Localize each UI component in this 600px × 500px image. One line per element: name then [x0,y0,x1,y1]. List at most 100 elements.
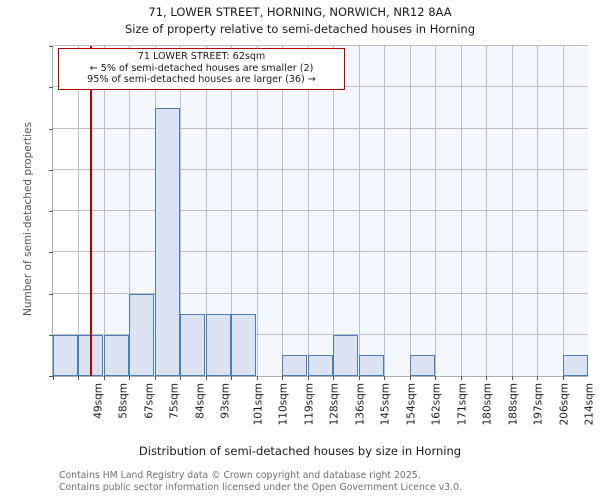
gridline-vertical [333,46,334,376]
histogram-bar [180,314,205,376]
x-axis-tick-mark [206,376,207,380]
histogram-bar [410,355,435,376]
x-axis-tick-label: 110sqm [277,383,290,426]
x-axis-tick-mark [53,376,54,380]
gridline-horizontal [53,251,588,253]
x-axis-tick-label: 119sqm [303,383,316,426]
histogram-bar [308,355,333,376]
gridline-vertical [206,46,207,376]
gridline-vertical [257,46,258,376]
attribution-footer: Contains HM Land Registry data © Crown c… [59,470,589,493]
y-axis-tick-mark [49,128,53,130]
histogram-bar [282,355,307,376]
x-axis-tick-mark [359,376,360,380]
gridline-horizontal [53,168,588,170]
x-axis-tick-label: 145sqm [379,383,392,426]
x-axis-tick-mark [78,376,79,380]
x-axis-tick-mark [512,376,513,380]
x-axis-tick-label: 162sqm [430,383,443,426]
x-axis-tick-label: 101sqm [252,383,265,426]
histogram-bar [333,334,358,376]
histogram-bar [206,314,231,376]
x-axis-tick-label: 180sqm [481,383,494,426]
gridline-vertical [461,46,462,376]
annotation-line-1: 71 LOWER STREET: 62sqm [137,51,266,62]
x-axis-tick-mark [333,376,334,380]
x-axis-tick-mark [257,376,258,380]
x-axis-tick-mark [486,376,487,380]
x-axis-tick-label: 128sqm [328,383,341,426]
gridline-vertical [231,46,232,376]
y-axis-tick-mark [49,376,53,377]
x-axis-tick-label: 214sqm [583,383,596,426]
y-axis-label: Number of semi-detached properties [22,122,34,316]
gridline-vertical [78,46,79,376]
gridline-horizontal [53,292,588,294]
footer-line-1: Contains HM Land Registry data © Crown c… [59,470,421,481]
x-axis-tick-label: 67sqm [143,383,156,419]
gridline-vertical [384,46,385,376]
x-axis-tick-mark [104,376,105,380]
x-axis-tick-label: 93sqm [219,383,232,419]
x-axis-tick-mark [180,376,181,380]
page-subtitle: Size of property relative to semi-detach… [124,22,476,36]
x-axis-tick-label: 197sqm [532,383,545,426]
gridline-horizontal [53,210,588,211]
gridline-vertical [180,46,181,376]
x-axis-tick-mark [231,376,232,380]
histogram-bar [155,107,180,376]
gridline-vertical [435,46,436,376]
gridline-horizontal [53,45,588,46]
histogram-bar [563,355,588,376]
annotation-line-3: 95% of semi-detached houses are larger (… [87,74,316,85]
histogram-bar [359,355,384,376]
gridline-horizontal [53,127,588,129]
x-axis-tick-label: 58sqm [117,383,130,419]
x-axis-tick-label: 49sqm [92,383,105,419]
annotation-line-2: ← 5% of semi-detached houses are smaller… [89,62,314,74]
x-axis-tick-label: 136sqm [354,383,367,426]
gridline-vertical [486,46,487,376]
x-axis-tick-mark [461,376,462,380]
gridline-vertical [308,46,309,376]
property-marker-line [89,46,92,376]
footer-line-2: Contains public sector information licen… [59,481,462,493]
x-axis-tick-label: 75sqm [168,383,181,419]
histogram-bar [104,334,129,376]
x-axis-tick-mark [563,376,564,380]
chart-title-block: 71, LOWER STREET, HORNING, NORWICH, NR12… [0,4,600,38]
gridline-horizontal [53,333,588,335]
gridline-vertical [359,46,360,376]
page-title: 71, LOWER STREET, HORNING, NORWICH, NR12… [148,5,452,19]
gridline-vertical [563,46,564,376]
y-axis-tick-mark [49,46,53,47]
gridline-vertical [537,46,538,376]
x-axis-tick-label: 188sqm [507,383,520,426]
annotation-box: 71 LOWER STREET: 62sqm ← 5% of semi-deta… [58,48,345,90]
x-axis-tick-label: 206sqm [558,383,571,426]
x-axis-tick-mark [155,376,156,380]
y-axis-tick-mark [49,252,53,254]
y-axis-tick-mark [49,87,53,89]
gridline-vertical [410,46,411,376]
gridline-vertical [104,46,105,376]
x-axis-tick-mark [410,376,411,380]
histogram-bar [129,293,154,376]
x-axis-tick-label: 171sqm [456,383,469,426]
histogram-bar [231,314,256,376]
x-axis-tick-label: 154sqm [405,383,418,426]
plot-area: 024681012141649sqm58sqm67sqm75sqm84sqm93… [49,45,595,425]
x-axis-tick-mark [282,376,283,380]
x-axis-tick-mark [384,376,385,380]
x-axis-tick-mark [435,376,436,380]
x-axis-label: Distribution of semi-detached houses by … [138,444,462,458]
gridline-vertical [129,46,130,376]
histogram-bar [53,334,78,376]
y-axis-tick-mark [49,169,53,171]
x-axis-tick-mark [537,376,538,380]
y-axis-tick-mark [49,293,53,295]
x-axis-tick-mark [308,376,309,380]
y-axis-tick-mark [49,211,53,212]
pre-marker-blank-region [53,46,90,376]
